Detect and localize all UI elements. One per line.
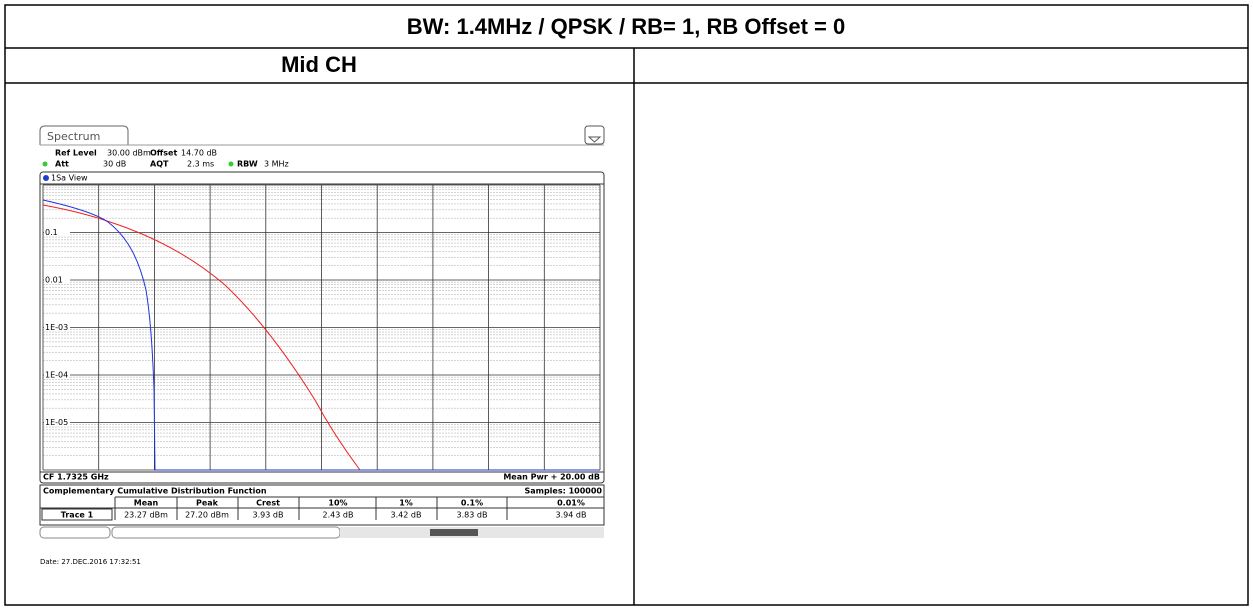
table-border	[4, 4, 1249, 606]
progress	[430, 529, 478, 536]
menu-icon	[584, 125, 605, 145]
y-label-bg	[44, 322, 70, 332]
trace-box	[41, 508, 113, 521]
ccdf-column: 0.01%	[557, 499, 585, 508]
setting-value: 2.3 ms	[187, 160, 214, 169]
y-label: 1E-03	[45, 323, 68, 332]
setting-label: Offset	[150, 149, 177, 158]
view-label: 1Sa View	[51, 174, 88, 183]
ccdf-row-label: Trace 1	[61, 511, 94, 520]
analyzer-screenshot: Spectrum Ref Level 30.00 dBm Offset 14.7…	[39, 125, 605, 566]
setting-label: Att	[55, 160, 69, 169]
setting-label: RBW	[237, 160, 258, 169]
ccdf-column: Crest	[256, 499, 280, 508]
date: Date: 27.DEC.2016 17:32:51	[40, 558, 141, 566]
status-field	[39, 526, 111, 539]
table-header: BW: 1.4MHz / QPSK / RB= 1, RB Offset = 0	[407, 14, 845, 39]
tab	[39, 125, 129, 145]
ccdf-value: 3.94 dB	[556, 511, 587, 520]
status-dot	[228, 161, 234, 167]
setting-value: 3 MHz	[264, 160, 289, 169]
table-subheader: Mid CH	[281, 52, 357, 77]
ccdf-title: Complementary Cumulative Distribution Fu…	[43, 487, 267, 496]
setting-label: Ref Level	[55, 149, 97, 158]
tab-label: Spectrum	[47, 130, 100, 143]
ccdf-value: 2.43 dB	[323, 511, 354, 520]
trace-blue	[42, 199, 600, 471]
y-label-bg	[44, 275, 70, 284]
y-label: 1E-04	[45, 371, 68, 380]
menu-icon-arrow	[587, 136, 602, 143]
y-label-bg	[44, 370, 70, 379]
ccdf-samples: Samples: 100000	[524, 487, 602, 496]
ccdf-value: 3.42 dB	[391, 511, 422, 520]
ccdf-column: 1%	[399, 499, 413, 508]
y-label: 0.1	[45, 228, 58, 237]
ccdf-value: 3.93 dB	[253, 511, 284, 520]
setting-value: 14.70 dB	[181, 149, 217, 158]
setting-label: AQT	[150, 160, 169, 169]
y-label-bg	[44, 227, 70, 237]
setting-value: 30.00 dBm	[107, 149, 151, 158]
ccdf-column: 10%	[328, 499, 347, 508]
ccdf-column: Peak	[196, 499, 219, 508]
status-field	[111, 526, 341, 539]
ccdf-column: 0.1%	[461, 499, 483, 508]
trace-red	[42, 204, 361, 471]
footer-right: Mean Pwr + 20.00 dB	[503, 473, 600, 482]
ccdf-value: 3.83 dB	[457, 511, 488, 520]
y-label: 1E-05	[45, 418, 68, 427]
view-dot	[43, 175, 49, 181]
ccdf-table: Trace 1 Mean 23.27 dBm Peak 27.20 dBm Crest 3.…	[40, 496, 605, 521]
y-label: 0.01	[45, 276, 63, 285]
ccdf-value: 27.20 dBm	[185, 511, 229, 520]
ccdf-column: Mean	[134, 499, 159, 508]
status-dot	[42, 161, 48, 167]
setting-value: 30 dB	[103, 160, 126, 169]
ccdf-value: 23.27 dBm	[124, 511, 168, 520]
footer-left: CF 1.7325 GHz	[43, 473, 109, 482]
y-label-bg	[44, 417, 70, 427]
